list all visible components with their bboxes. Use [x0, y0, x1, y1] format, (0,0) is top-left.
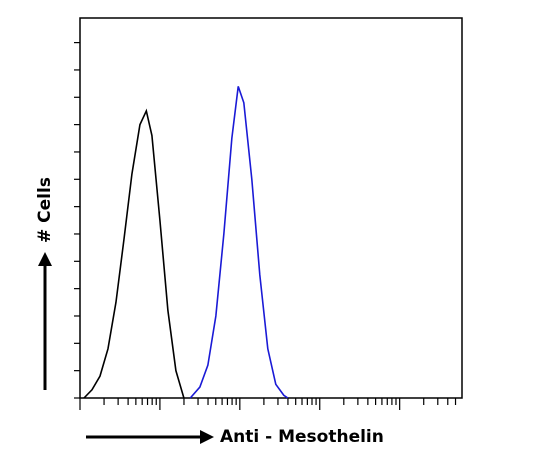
y-axis-label: # Cells [35, 177, 55, 243]
histogram-line [189, 86, 289, 399]
plot-frame [79, 17, 463, 399]
x-axis-label: Anti - Mesothelin [220, 427, 384, 447]
y-arrow-head [38, 252, 52, 266]
histogram-line [83, 108, 185, 399]
x-arrow-head [200, 430, 214, 444]
